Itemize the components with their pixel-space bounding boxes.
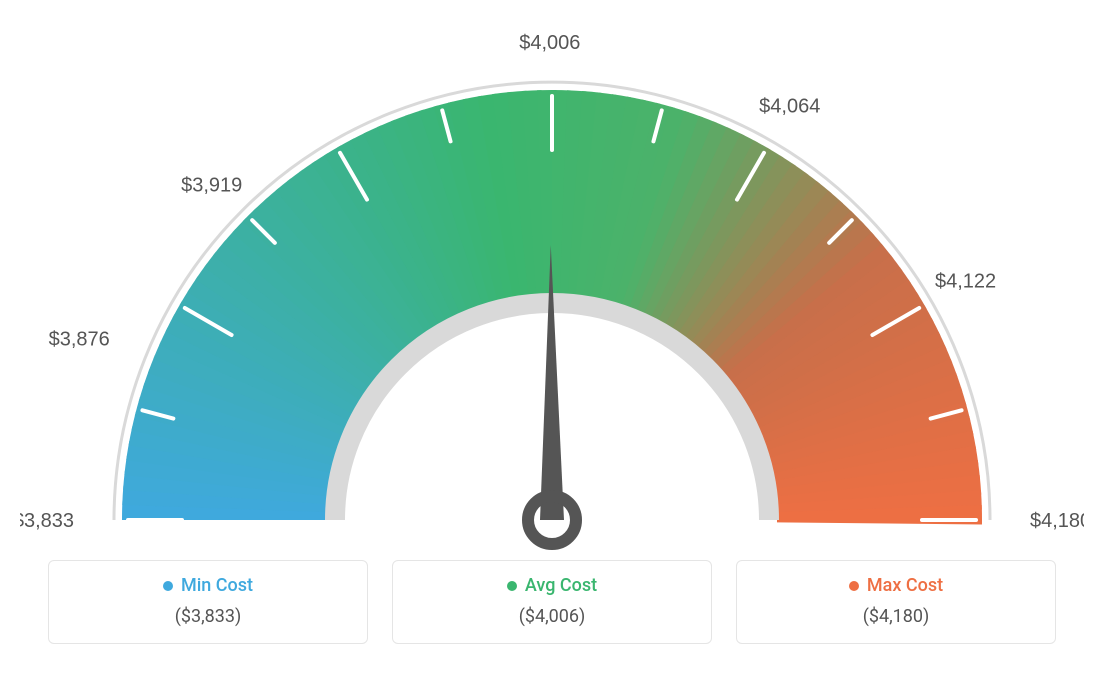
gauge-svg: $3,833 $3,876 $3,919 $4,006 $4,064 $4,122 $4,1…: [20, 20, 1084, 550]
legend-card-avg: Avg Cost ($4,006): [392, 560, 712, 644]
legend-dot-max: [849, 581, 859, 591]
svg-text:$3,833: $3,833: [20, 510, 74, 532]
legend-label-line: Min Cost: [61, 575, 355, 596]
legend-label-max: Max Cost: [867, 575, 943, 596]
legend-value-max: ($4,180): [749, 606, 1043, 627]
svg-text:$3,876: $3,876: [49, 329, 110, 351]
svg-text:$4,064: $4,064: [759, 95, 820, 117]
legend-value-min: ($3,833): [61, 606, 355, 627]
legend-label-line: Max Cost: [749, 575, 1043, 596]
legend-dot-avg: [507, 581, 517, 591]
legend-value-avg: ($4,006): [405, 606, 699, 627]
svg-text:$4,006: $4,006: [519, 32, 580, 54]
legend-card-max: Max Cost ($4,180): [736, 560, 1056, 644]
svg-text:$4,122: $4,122: [935, 270, 996, 292]
gauge-chart: $3,833 $3,876 $3,919 $4,006 $4,064 $4,122 $4,1…: [20, 20, 1084, 540]
legend-card-min: Min Cost ($3,833): [48, 560, 368, 644]
legend-label-avg: Avg Cost: [525, 575, 597, 596]
legend-dot-min: [163, 581, 173, 591]
svg-text:$3,919: $3,919: [181, 174, 242, 196]
legend-label-line: Avg Cost: [405, 575, 699, 596]
legend-label-min: Min Cost: [181, 575, 253, 596]
svg-text:$4,180: $4,180: [1030, 510, 1084, 532]
legend-row: Min Cost ($3,833) Avg Cost ($4,006) Max …: [20, 560, 1084, 644]
